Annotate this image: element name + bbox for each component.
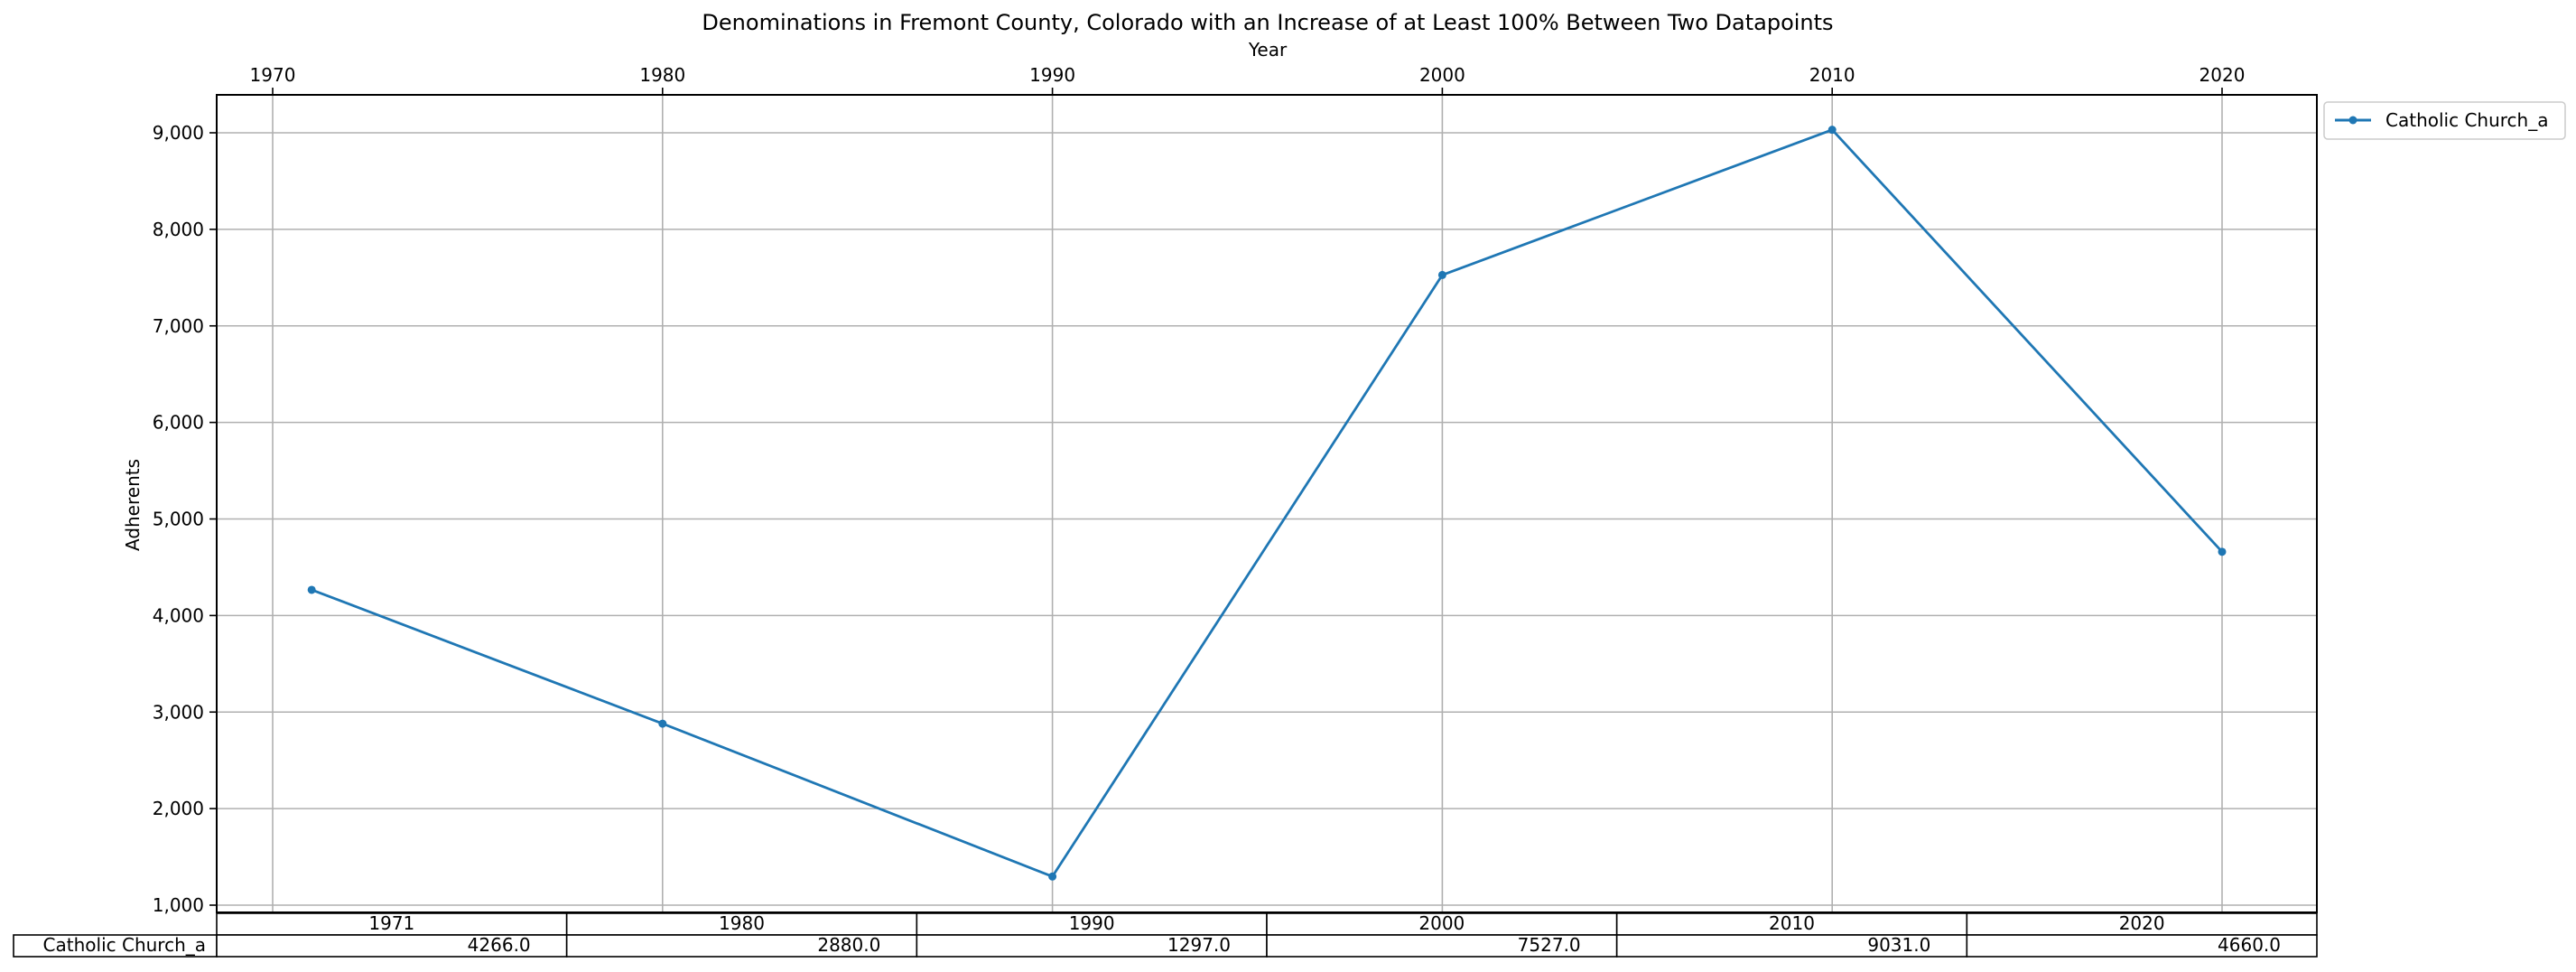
table-cell: [216, 934, 568, 958]
x-axis-ticks: 1970 1980 1990 2000 2010 2020: [250, 64, 2246, 95]
data-point: [307, 585, 316, 594]
table-header-cell: [1966, 912, 2318, 936]
series-lines: [307, 126, 2227, 881]
table-cell-value: 1297.0: [1167, 934, 1231, 956]
table-cell-value: 9031.0: [1867, 934, 1930, 956]
x-tick-label: 2000: [1419, 64, 1465, 86]
legend-label: Catholic Church_a: [2385, 109, 2548, 131]
table-header-cell: [565, 912, 918, 936]
y-axis-label: Adherents: [122, 459, 144, 551]
table-header-cell: [916, 912, 1268, 936]
x-tick-label: 1970: [250, 64, 296, 86]
table-cell: [1966, 934, 2318, 958]
table-cell-value: 4266.0: [468, 934, 531, 956]
x-axis-label: Year: [1248, 39, 1288, 61]
y-axis-ticks: 1,000 2,000 3,000 4,000 5,000 6,000 7,000 8,000…: [153, 122, 217, 916]
table-header-label: 2010: [1769, 912, 1815, 934]
y-tick-label: 8,000: [153, 219, 204, 240]
table-row-label: Catholic Church_a: [43, 934, 206, 956]
table-cell-value: 7527.0: [1518, 934, 1581, 956]
x-tick-label: 2010: [1809, 64, 1855, 86]
data-point: [1827, 126, 1837, 135]
legend: Catholic Church_a: [2323, 101, 2566, 140]
y-tick-label: 6,000: [153, 412, 204, 434]
x-tick-label: 1990: [1029, 64, 1075, 86]
table-cell-value: 2880.0: [817, 934, 880, 956]
y-tick-label: 1,000: [153, 894, 204, 916]
data-point: [1437, 270, 1446, 279]
y-tick-label: 5,000: [153, 509, 204, 530]
table-row-label-cell: [13, 934, 218, 958]
table-header-label: 1971: [368, 912, 414, 934]
data-point: [1048, 872, 1057, 881]
data-point: [2218, 547, 2227, 556]
series-line: [311, 128, 2224, 878]
table-cell: [1266, 934, 1618, 958]
y-tick-label: 4,000: [153, 604, 204, 626]
data-point: [658, 719, 667, 728]
x-tick-label: 2020: [2199, 64, 2246, 86]
x-tick-label: 1980: [639, 64, 685, 86]
data-table: 1971 1980 1990 2000 2010 2020 Catholic Church_…: [13, 912, 2318, 958]
y-tick-label: 2,000: [153, 798, 204, 819]
legend-box: [2323, 101, 2566, 140]
table-header-label: 1990: [1069, 912, 1115, 934]
table-header-label: 1980: [719, 912, 765, 934]
legend-dot-marker: [2348, 116, 2357, 125]
table-cell-value: 4660.0: [2218, 934, 2281, 956]
y-tick-label: 9,000: [153, 122, 204, 144]
table-header-label: 2000: [1418, 912, 1465, 934]
table-header-label: 2020: [2119, 912, 2165, 934]
grid: [217, 95, 2317, 912]
y-tick-label: 7,000: [153, 315, 204, 337]
chart-title: Denominations in Fremont County, Colorad…: [702, 10, 1833, 35]
y-tick-label: 3,000: [153, 701, 204, 723]
plot-frame: [216, 94, 2318, 913]
